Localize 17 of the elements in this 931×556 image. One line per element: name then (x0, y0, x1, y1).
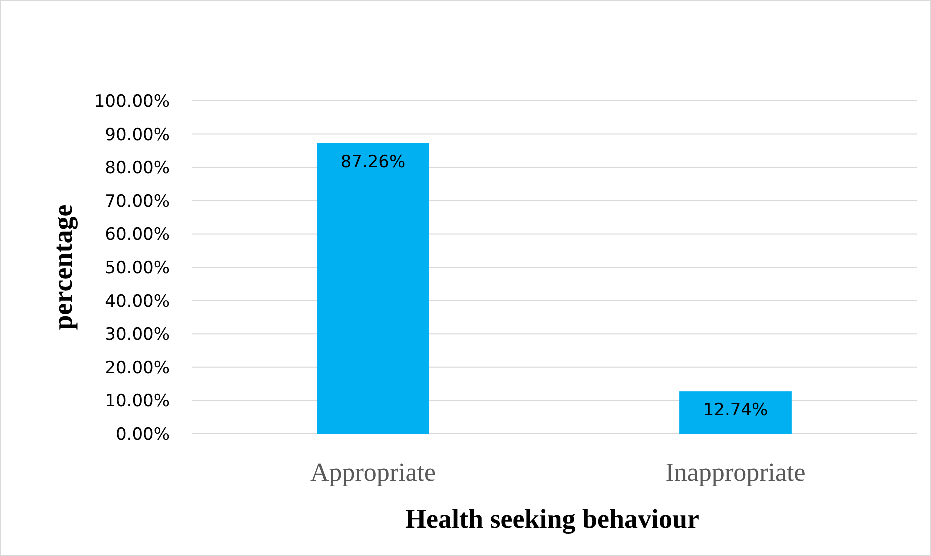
y-tick-label: 100.00% (94, 92, 170, 112)
x-axis-title: Health seeking behaviour (405, 504, 700, 534)
y-tick-label: 70.00% (105, 192, 170, 212)
y-tick-label: 30.00% (105, 325, 170, 346)
x-tick-label: Inappropriate (666, 458, 806, 487)
y-tick-label: 40.00% (105, 292, 170, 312)
y-tick-label: 0.00% (116, 424, 170, 445)
y-tick-label: 80.00% (105, 158, 170, 179)
data-label: 87.26% (340, 152, 406, 172)
y-tick-label: 90.00% (105, 125, 170, 146)
y-tick-label: 60.00% (105, 225, 170, 246)
y-axis-title: percentage (48, 204, 78, 330)
y-tick-label: 50.00% (105, 258, 170, 278)
y-tick-label: 10.00% (105, 392, 170, 412)
data-label: 12.74% (703, 400, 768, 421)
x-tick-label: Appropriate (310, 458, 436, 487)
y-tick-label: 20.00% (105, 358, 170, 378)
